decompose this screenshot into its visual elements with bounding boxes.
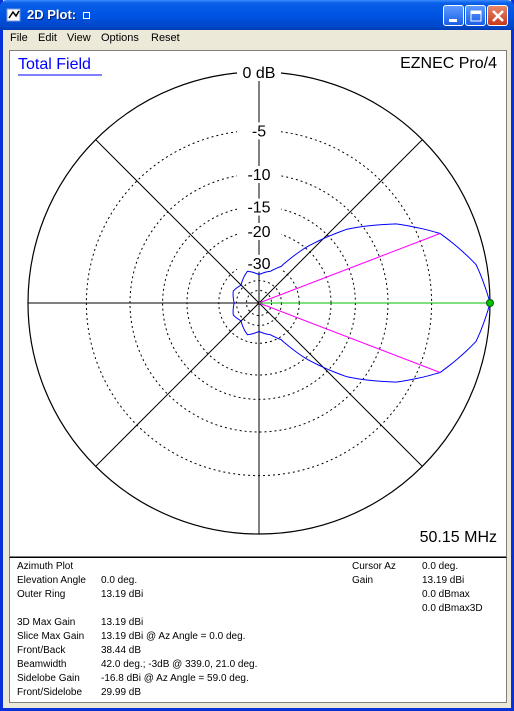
polar-spoke <box>258 139 423 304</box>
ring-label: -15 <box>247 200 270 217</box>
ring-label-bg <box>237 198 281 216</box>
info-value: 0.0 deg. <box>101 575 138 586</box>
menu-view[interactable]: View <box>67 32 91 44</box>
plot-title: Total Field <box>18 56 91 73</box>
info-value: 0.0 deg. <box>422 561 459 572</box>
info-value: 38.44 dB <box>101 645 142 656</box>
info-label: Beamwidth <box>17 659 67 670</box>
info-label: Cursor Az <box>352 561 396 572</box>
menu-reset[interactable]: Reset <box>151 32 180 44</box>
menu-edit[interactable]: Edit <box>38 32 57 44</box>
ring-label: -10 <box>247 167 270 184</box>
info-value: 13.19 dBi <box>422 575 465 586</box>
frequency-label: 50.15 MHz <box>420 529 497 546</box>
app-icon[interactable] <box>6 7 22 23</box>
close-icon <box>492 10 504 22</box>
polar-plot-area[interactable]: 0 dB -5 -10 -15 -20 -30 Total Field EZNEC Pro… <box>9 50 507 557</box>
ring-label-bg <box>237 222 281 240</box>
info-value: 0.0 dBmax <box>422 589 470 600</box>
window-title: 2D Plot: <box>27 7 90 22</box>
info-label: Sidelobe Gain <box>17 673 80 684</box>
small-square-icon <box>82 12 90 20</box>
info-label: Front/Back <box>17 645 66 656</box>
info-value: 13.19 dBi @ Az Angle = 0.0 deg. <box>101 631 246 642</box>
polar-spoke <box>258 302 423 467</box>
info-value: 13.19 dBi <box>101 617 144 628</box>
close-button[interactable] <box>487 5 508 26</box>
info-value: 13.19 dBi <box>101 589 144 600</box>
beamwidth-line <box>258 233 441 304</box>
info-label: Azimuth Plot <box>17 561 74 572</box>
ring-label: 0 dB <box>243 65 276 82</box>
cursor-marker <box>486 299 494 307</box>
polar-grid: 0 dB -5 -10 -15 -20 -30 <box>27 64 491 535</box>
info-label: 3D Max Gain <box>17 617 76 628</box>
window-title-text: 2D Plot: <box>27 7 77 22</box>
ring-label: -5 <box>252 123 266 140</box>
pattern-trace <box>232 223 491 383</box>
title-bar[interactable]: 2D Plot: <box>0 0 514 30</box>
ring-label-bg <box>237 254 281 272</box>
info-label: Front/Sidelobe <box>17 687 83 698</box>
beamwidth-line <box>258 302 441 373</box>
info-value: -16.8 dBi @ Az Angle = 59.0 deg. <box>101 673 249 684</box>
info-label: Outer Ring <box>17 589 66 600</box>
polar-spoke <box>95 139 260 304</box>
info-label: Slice Max Gain <box>17 631 85 642</box>
pattern-layer <box>232 223 494 383</box>
polar-plot[interactable]: 0 dB -5 -10 -15 -20 -30 Total Field EZNEC Pro… <box>10 51 506 556</box>
ring-label: -30 <box>247 256 270 273</box>
maximize-icon <box>470 10 482 22</box>
info-value: 42.0 deg.; -3dB @ 339.0, 21.0 deg. <box>101 659 258 670</box>
maximize-button[interactable] <box>465 5 486 26</box>
info-value: 29.99 dB <box>101 687 142 698</box>
info-value: 0.0 dBmax3D <box>422 603 483 614</box>
ring-label-bg <box>237 166 281 184</box>
brand-label: EZNEC Pro/4 <box>400 55 497 72</box>
info-label: Elevation Angle <box>17 575 86 586</box>
ring-label-bg <box>237 122 281 140</box>
menu-options[interactable]: Options <box>101 32 139 44</box>
ring-label-bg <box>237 64 281 81</box>
minimize-icon <box>449 19 457 22</box>
polar-spoke <box>95 302 260 467</box>
ring-label: -20 <box>247 224 270 241</box>
minimize-button[interactable] <box>443 5 464 26</box>
info-label: Gain <box>352 575 374 586</box>
info-panel: Azimuth Plot Elevation Angle 0.0 deg. Outer… <box>9 557 507 703</box>
menu-file[interactable]: File <box>10 32 28 44</box>
menu-bar: File Edit View Options Reset <box>3 30 511 49</box>
